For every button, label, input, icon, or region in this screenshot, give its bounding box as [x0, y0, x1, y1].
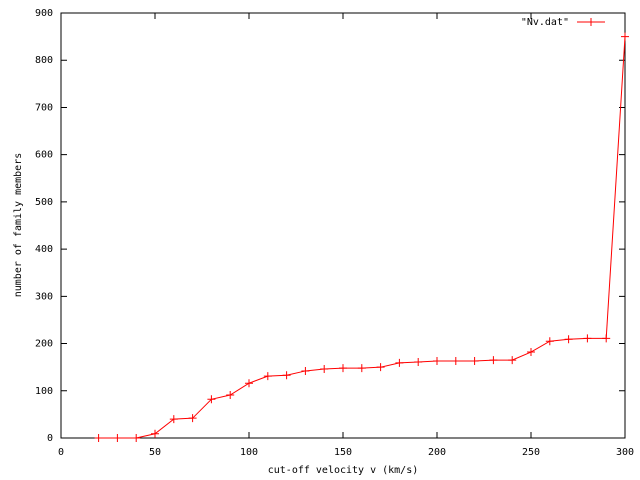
- y-tick-label: 300: [35, 291, 53, 302]
- series-line: [98, 36, 626, 439]
- point-marker: [527, 348, 535, 357]
- point-marker: [263, 372, 272, 381]
- point-marker: [621, 32, 629, 41]
- point-marker: [207, 395, 216, 404]
- y-tick-label: 400: [35, 244, 53, 255]
- point-marker: [301, 366, 310, 375]
- x-axis-label: cut-off velocity v (km/s): [268, 465, 419, 476]
- y-tick-label: 800: [35, 55, 53, 66]
- y-axis-label: number of family members: [13, 153, 24, 298]
- point-marker: [357, 364, 366, 373]
- x-tick-label: 250: [522, 447, 540, 458]
- legend-label: "Nv.dat": [521, 17, 569, 28]
- point-marker: [583, 334, 592, 343]
- y-tick-label: 900: [35, 8, 53, 19]
- x-tick-label: 0: [58, 447, 64, 458]
- x-tick-label: 150: [334, 447, 352, 458]
- point-marker: [489, 356, 498, 365]
- plot-frame: [60, 12, 626, 439]
- point-marker: [188, 414, 197, 423]
- y-tick-label: 200: [35, 339, 53, 350]
- point-marker: [414, 357, 423, 366]
- point-marker: [395, 358, 404, 367]
- x-tick-label: 200: [428, 447, 446, 458]
- point-marker: [433, 357, 441, 366]
- point-marker: [339, 364, 347, 373]
- point-marker: [451, 357, 460, 366]
- point-marker: [564, 335, 573, 344]
- y-tick-label: 0: [47, 433, 53, 444]
- y-tick-label: 600: [35, 150, 53, 161]
- point-marker: [282, 371, 291, 380]
- y-tick-label: 100: [35, 386, 53, 397]
- point-marker: [169, 415, 178, 424]
- point-marker: [545, 337, 554, 346]
- point-marker: [376, 363, 385, 372]
- point-marker: [94, 434, 103, 442]
- x-tick-label: 100: [240, 447, 258, 458]
- point-marker: [508, 356, 517, 365]
- y-tick-label: 500: [35, 197, 53, 208]
- x-tick-label: 300: [616, 447, 634, 458]
- point-marker: [602, 334, 611, 343]
- point-marker: [151, 429, 159, 438]
- point-marker: [470, 357, 479, 366]
- y-tick-label: 700: [35, 102, 53, 113]
- point-marker: [132, 434, 141, 442]
- point-marker: [226, 391, 235, 400]
- point-marker: [320, 365, 329, 374]
- point-marker: [113, 434, 122, 442]
- legend-swatch: [577, 18, 605, 26]
- x-tick-label: 50: [149, 447, 161, 458]
- point-marker: [245, 379, 253, 388]
